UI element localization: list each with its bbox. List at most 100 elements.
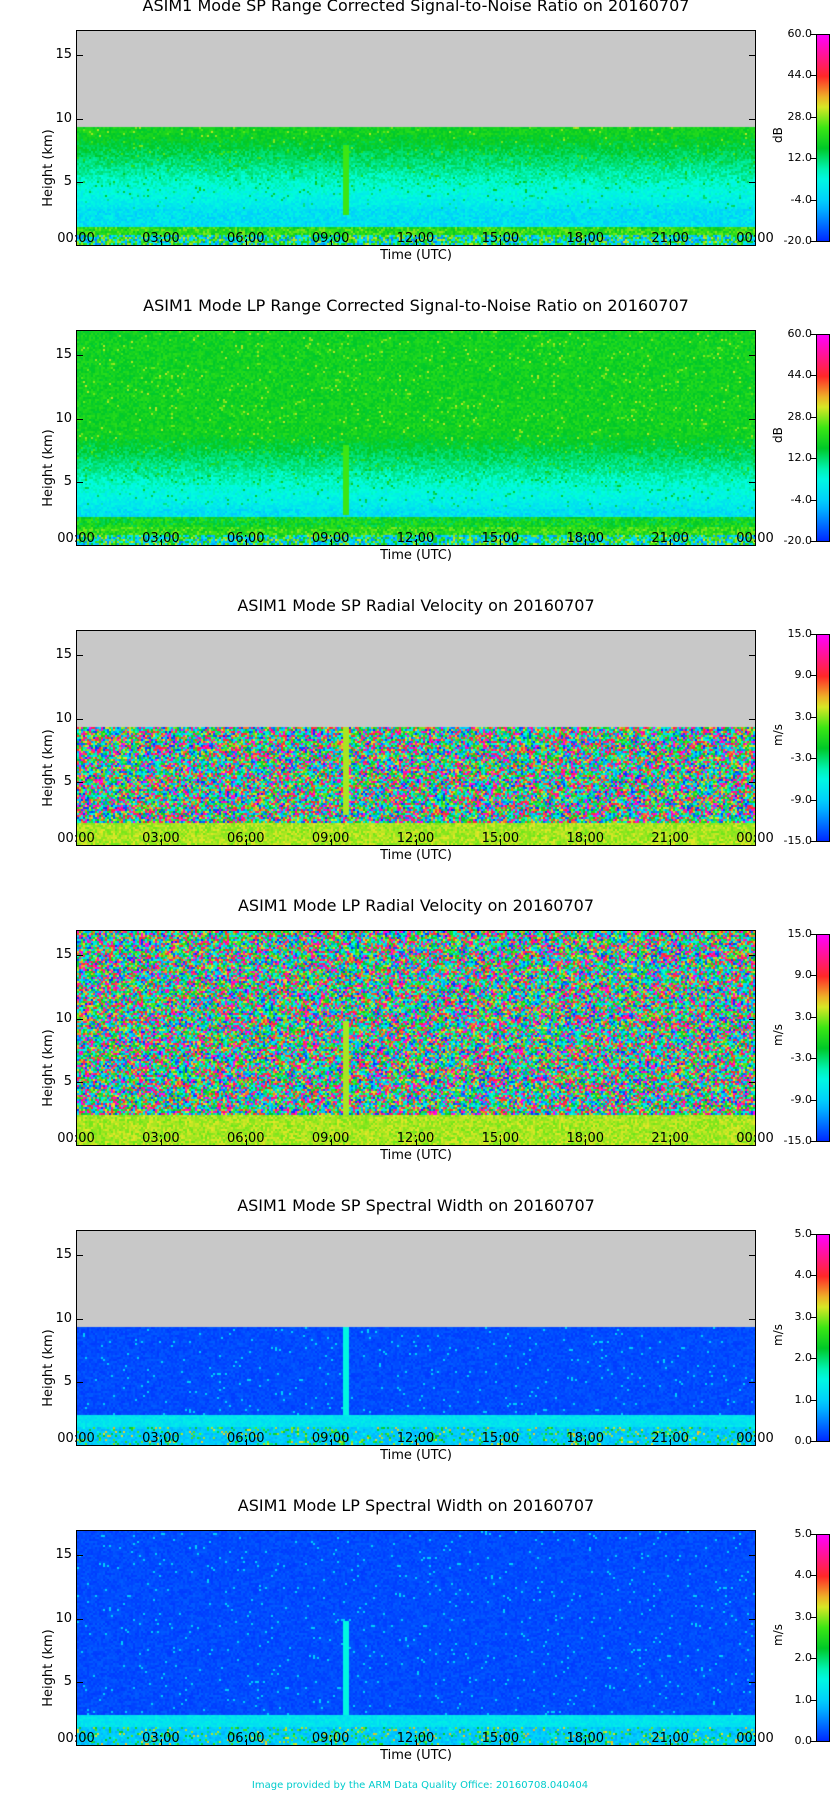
y-tick-mark — [76, 1682, 83, 1684]
x-tick-label: 00:00 — [725, 531, 785, 546]
colorbar-unit: dB — [771, 127, 785, 143]
x-tick-label: 21:00 — [640, 231, 700, 246]
colorbar-tick-label: 9.0 — [794, 668, 813, 682]
colorbar-tick-mark — [810, 1234, 816, 1235]
x-tick-mark — [245, 539, 247, 545]
colorbar-tick-label: 3.0 — [794, 709, 813, 723]
y-tick-mark — [76, 55, 83, 57]
chart-title: ASIM1 Mode SP Spectral Width on 20160707 — [237, 1196, 595, 1215]
y-tick-mark — [76, 182, 83, 184]
colorbar-tick-label: 12.0 — [787, 451, 813, 465]
x-tick-mark — [500, 1739, 502, 1745]
x-tick-mark — [415, 839, 417, 845]
colorbar-unit: m/s — [771, 1624, 785, 1646]
x-tick-label: 15:00 — [470, 531, 530, 546]
x-tick-label: 03:00 — [131, 531, 191, 546]
y-tick-mark — [76, 482, 83, 484]
y-tick-mark — [76, 1082, 83, 1084]
x-axis-label: Time (UTC) — [380, 548, 452, 563]
x-tick-mark — [160, 239, 162, 245]
colorbar-tick-label: 28.0 — [787, 109, 813, 123]
colorbar-tick-mark — [810, 1275, 816, 1277]
x-tick-mark — [415, 1439, 417, 1445]
x-tick-mark — [500, 1139, 502, 1145]
colorbar-tick-mark — [810, 934, 816, 935]
x-tick-label: 12:00 — [386, 831, 446, 846]
y-tick-mark — [76, 1255, 83, 1257]
x-tick-mark — [585, 1439, 587, 1445]
x-tick-mark — [245, 1439, 247, 1445]
x-tick-mark — [755, 839, 756, 845]
colorbar-tick-mark — [810, 375, 816, 377]
colorbar-tick-mark — [810, 1658, 816, 1660]
colorbar — [816, 1534, 830, 1742]
y-tick-mark-right — [749, 118, 756, 120]
x-tick-label: 12:00 — [386, 531, 446, 546]
y-tick-mark-right — [749, 1555, 756, 1557]
x-tick-mark — [500, 239, 502, 245]
colorbar-tick-label: 44.0 — [787, 68, 813, 82]
y-tick-mark-right — [749, 182, 756, 184]
x-tick-label: 12:00 — [386, 1131, 446, 1146]
x-axis-label: Time (UTC) — [380, 248, 452, 263]
colorbar-tick-label: -15.0 — [783, 1134, 812, 1147]
x-tick-label: 00:00 — [46, 531, 106, 546]
heatmap-plot — [76, 1530, 756, 1746]
colorbar-unit: m/s — [771, 724, 785, 746]
y-tick-label: 5 — [63, 174, 72, 190]
y-tick-mark-right — [749, 1382, 756, 1384]
colorbar-tick-mark — [810, 34, 816, 35]
colorbar-unit: dB — [771, 427, 785, 443]
chart-panel: ASIM1 Mode LP Radial Velocity on 2016070… — [0, 896, 840, 1198]
colorbar-tick-mark — [810, 199, 816, 201]
colorbar-tick-mark — [810, 1058, 816, 1060]
x-tick-label: 15:00 — [470, 831, 530, 846]
colorbar-tick-mark — [810, 1441, 816, 1442]
y-tick-label: 10 — [55, 1010, 72, 1026]
y-tick-mark-right — [749, 1618, 756, 1620]
chart-title: ASIM1 Mode LP Radial Velocity on 2016070… — [237, 896, 595, 915]
heatmap-canvas — [77, 31, 755, 245]
y-tick-mark-right — [749, 782, 756, 784]
x-tick-mark — [670, 1439, 672, 1445]
chart-title: ASIM1 Mode SP Range Corrected Signal-to-… — [142, 0, 690, 15]
x-tick-label: 18:00 — [555, 1731, 615, 1746]
x-tick-mark — [415, 1739, 417, 1745]
colorbar-tick-mark — [810, 1316, 816, 1318]
colorbar-tick-label: 60.0 — [787, 27, 813, 40]
x-tick-label: 15:00 — [470, 1731, 530, 1746]
x-tick-label: 09:00 — [301, 831, 361, 846]
x-tick-mark — [755, 1439, 756, 1445]
x-tick-mark — [160, 839, 162, 845]
x-tick-label: 06:00 — [216, 1131, 276, 1146]
colorbar-tick-mark — [810, 1399, 816, 1401]
y-tick-mark-right — [749, 955, 756, 957]
y-tick-mark — [76, 1018, 83, 1020]
x-tick-mark — [330, 539, 332, 545]
y-tick-label: 5 — [63, 474, 72, 490]
x-tick-mark — [670, 239, 672, 245]
y-tick-mark — [76, 718, 83, 720]
x-tick-label: 09:00 — [301, 1731, 361, 1746]
colorbar-tick-mark — [810, 1534, 816, 1535]
colorbar-tick-mark — [810, 75, 816, 77]
x-tick-mark — [670, 539, 672, 545]
y-tick-label: 5 — [63, 1674, 72, 1690]
heatmap-canvas — [77, 1231, 755, 1445]
x-tick-label: 15:00 — [470, 1431, 530, 1446]
y-tick-mark — [76, 418, 83, 420]
x-tick-mark — [160, 1739, 162, 1745]
colorbar — [816, 634, 830, 842]
x-tick-mark — [160, 539, 162, 545]
y-tick-mark — [76, 118, 83, 120]
colorbar-tick-label: -15.0 — [783, 834, 812, 847]
x-axis-label: Time (UTC) — [380, 1148, 452, 1163]
colorbar-tick-label: 0.0 — [794, 1434, 813, 1447]
colorbar-tick-mark — [810, 1741, 816, 1742]
colorbar-tick-label: 1.0 — [794, 1692, 813, 1706]
x-tick-mark — [585, 239, 587, 245]
chart-panel: ASIM1 Mode SP Radial Velocity on 2016070… — [0, 596, 840, 898]
x-tick-label: 12:00 — [386, 231, 446, 246]
x-tick-mark — [585, 1739, 587, 1745]
heatmap-plot — [76, 1230, 756, 1446]
